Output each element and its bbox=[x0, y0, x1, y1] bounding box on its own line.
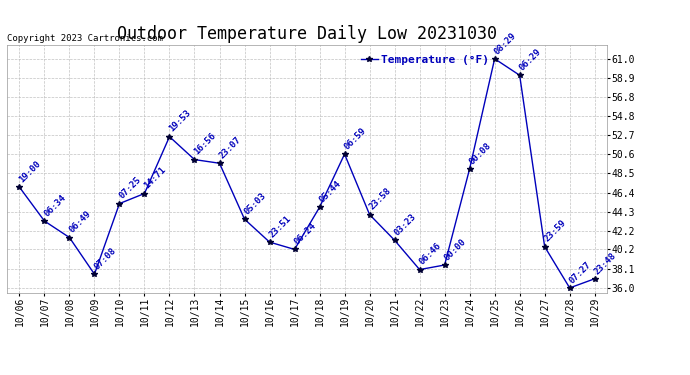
Text: 16:56: 16:56 bbox=[193, 132, 217, 157]
Text: 08:29: 08:29 bbox=[493, 31, 518, 56]
Temperature (°F) bbox=[240, 217, 248, 221]
Temperature (°F) bbox=[591, 276, 599, 281]
Temperature (°F) bbox=[40, 219, 48, 223]
Text: 06:29: 06:29 bbox=[518, 47, 543, 72]
Text: 23:58: 23:58 bbox=[367, 186, 393, 212]
Temperature (°F) bbox=[115, 201, 124, 206]
Text: 03:23: 03:23 bbox=[393, 212, 417, 237]
Temperature (°F) bbox=[366, 212, 374, 217]
Text: 23:07: 23:07 bbox=[217, 135, 243, 160]
Text: 06:46: 06:46 bbox=[417, 242, 443, 267]
Temperature (°F) bbox=[415, 267, 424, 272]
Text: 14:71: 14:71 bbox=[142, 165, 168, 191]
Text: 23:51: 23:51 bbox=[267, 214, 293, 239]
Text: 00:00: 00:00 bbox=[442, 237, 468, 262]
Text: 06:59: 06:59 bbox=[342, 126, 368, 151]
Line: Temperature (°F): Temperature (°F) bbox=[17, 56, 598, 291]
Temperature (°F) bbox=[566, 286, 574, 290]
Text: 19:00: 19:00 bbox=[17, 159, 43, 184]
Text: 07:25: 07:25 bbox=[117, 176, 143, 201]
Text: 23:48: 23:48 bbox=[593, 251, 618, 276]
Temperature (°F) bbox=[515, 73, 524, 78]
Text: 07:27: 07:27 bbox=[567, 260, 593, 285]
Title: Outdoor Temperature Daily Low 20231030: Outdoor Temperature Daily Low 20231030 bbox=[117, 26, 497, 44]
Temperature (°F) bbox=[315, 205, 324, 210]
Text: 06:49: 06:49 bbox=[67, 209, 92, 235]
Temperature (°F) bbox=[266, 240, 274, 244]
Text: 06:24: 06:24 bbox=[293, 221, 317, 247]
Temperature (°F) bbox=[166, 134, 174, 139]
Text: 19:53: 19:53 bbox=[167, 108, 193, 134]
Text: Copyright 2023 Cartronics.com: Copyright 2023 Cartronics.com bbox=[7, 33, 163, 42]
Temperature (°F) bbox=[140, 191, 148, 196]
Temperature (°F) bbox=[340, 152, 348, 156]
Temperature (°F) bbox=[66, 235, 74, 240]
Temperature (°F) bbox=[466, 166, 474, 171]
Text: 06:34: 06:34 bbox=[42, 193, 68, 218]
Temperature (°F) bbox=[15, 185, 23, 189]
Text: 07:08: 07:08 bbox=[92, 246, 117, 272]
Text: 05:44: 05:44 bbox=[317, 179, 343, 204]
Temperature (°F) bbox=[540, 244, 549, 249]
Text: 00:08: 00:08 bbox=[467, 141, 493, 166]
Legend: Temperature (°F): Temperature (°F) bbox=[357, 51, 493, 69]
Text: 05:03: 05:03 bbox=[242, 191, 268, 216]
Temperature (°F) bbox=[290, 247, 299, 252]
Text: 23:59: 23:59 bbox=[542, 219, 568, 244]
Temperature (°F) bbox=[491, 57, 499, 61]
Temperature (°F) bbox=[90, 272, 99, 276]
Temperature (°F) bbox=[440, 263, 449, 267]
Temperature (°F) bbox=[190, 158, 199, 162]
Temperature (°F) bbox=[391, 238, 399, 243]
Temperature (°F) bbox=[215, 161, 224, 165]
